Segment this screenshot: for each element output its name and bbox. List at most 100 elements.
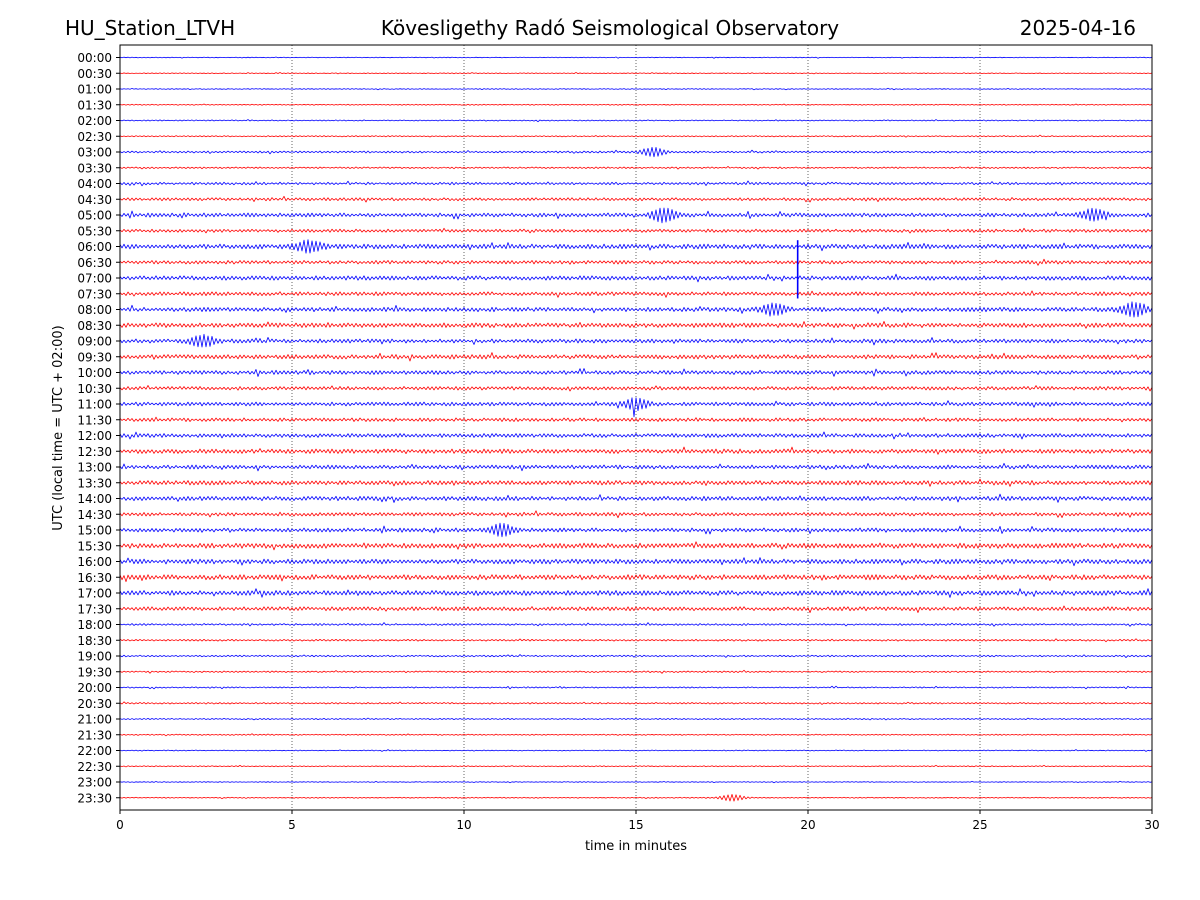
grid-lines	[291, 45, 981, 810]
y-tick-label: 22:00	[77, 744, 112, 758]
y-tick-label: 16:30	[77, 571, 112, 585]
y-tick-label: 22:30	[77, 760, 112, 774]
y-tick-label: 17:30	[77, 602, 112, 616]
trace-0530	[119, 227, 1153, 234]
chart-title: Kövesligethy Radó Seismological Observat…	[381, 16, 839, 40]
y-tick-label: 07:30	[77, 287, 112, 301]
trace-0300	[119, 146, 1153, 158]
y-tick-label: 03:00	[77, 146, 112, 160]
trace-2300	[119, 780, 1153, 784]
y-tick-label: 09:00	[77, 335, 112, 349]
trace-1400	[119, 493, 1153, 503]
trace-1330	[119, 478, 1153, 487]
y-tick-label: 10:30	[77, 382, 112, 396]
trace-0730	[119, 290, 1153, 298]
y-tick-label: 00:30	[77, 67, 112, 81]
trace-0500	[119, 207, 1153, 224]
trace-2030	[119, 701, 1153, 705]
y-tick-label: 14:00	[77, 492, 112, 506]
y-tick-label: 19:30	[77, 665, 112, 679]
trace-1130	[119, 416, 1153, 423]
trace-1300	[119, 462, 1153, 472]
y-tick-label: 18:30	[77, 634, 112, 648]
x-axis-label: time in minutes	[585, 839, 687, 854]
x-tick-label: 30	[1144, 818, 1159, 832]
x-tick-label: 5	[288, 818, 296, 832]
trace-1830	[119, 638, 1153, 643]
trace-1430	[119, 510, 1153, 519]
trace-0130	[119, 103, 1153, 106]
trace-0930	[119, 352, 1153, 362]
y-tick-label: 14:30	[77, 508, 112, 522]
y-tick-label: 04:30	[77, 193, 112, 207]
trace-0700	[119, 273, 1153, 283]
y-tick-label: 16:00	[77, 555, 112, 569]
y-tick-label: 15:30	[77, 539, 112, 553]
trace-2130	[119, 733, 1153, 737]
trace-0200	[119, 119, 1153, 123]
trace-1030	[119, 385, 1153, 392]
trace-0800	[119, 301, 1153, 318]
trace-0230	[119, 134, 1153, 138]
trace-1100	[119, 397, 1153, 418]
y-tick-label: 07:00	[77, 272, 112, 286]
y-tick-label: 23:30	[77, 791, 112, 805]
y-axis-label: UTC (local time = UTC + 02:00)	[51, 325, 66, 530]
y-tick-label: 13:30	[77, 476, 112, 490]
y-tick-label: 23:00	[77, 776, 112, 790]
x-tick-label: 20	[800, 818, 815, 832]
x-tick-label: 10	[456, 818, 471, 832]
y-tick-label: 09:30	[77, 350, 112, 364]
y-tick-label: 13:00	[77, 461, 112, 475]
date-label: 2025-04-16	[1020, 16, 1136, 40]
y-tick-label: 21:00	[77, 713, 112, 727]
y-tick-label: 06:30	[77, 256, 112, 270]
trace-1800	[119, 622, 1153, 627]
trace-1730	[119, 605, 1153, 613]
trace-0630	[119, 258, 1153, 266]
traces	[119, 56, 1153, 802]
trace-0000	[119, 56, 1153, 59]
y-tick-label: 21:30	[77, 728, 112, 742]
trace-1700	[119, 588, 1153, 598]
trace-2000	[119, 685, 1153, 690]
trace-2100	[119, 717, 1153, 721]
y-tick-label: 02:30	[77, 130, 112, 144]
y-tick-label: 01:30	[77, 98, 112, 112]
trace-1230	[119, 446, 1153, 455]
trace-0400	[119, 180, 1153, 187]
y-tick-label: 17:00	[77, 587, 112, 601]
y-tick-label: 10:00	[77, 366, 112, 380]
trace-0830	[119, 321, 1153, 330]
trace-2200	[119, 749, 1153, 752]
y-tick-label: 20:30	[77, 697, 112, 711]
y-tick-label: 05:00	[77, 209, 112, 223]
y-tick-label: 05:30	[77, 224, 112, 238]
y-tick-label: 18:00	[77, 618, 112, 632]
y-tick-label: 01:00	[77, 83, 112, 97]
trace-2330	[119, 793, 1153, 802]
trace-2230	[119, 764, 1153, 768]
trace-1500	[119, 522, 1153, 538]
trace-1000	[119, 368, 1153, 377]
trace-1630	[119, 574, 1153, 583]
trace-1900	[119, 654, 1153, 658]
plot-frame	[119, 44, 1153, 811]
y-tick-label: 08:00	[77, 303, 112, 317]
trace-0430	[119, 195, 1153, 203]
trace-0600	[119, 239, 1153, 254]
trace-0100	[119, 87, 1153, 91]
y-tick-label: 20:00	[77, 681, 112, 695]
station-label: HU_Station_LTVH	[65, 16, 235, 40]
y-tick-label: 08:30	[77, 319, 112, 333]
trace-1530	[119, 541, 1153, 551]
trace-1930	[119, 669, 1153, 674]
y-tick-label: 06:00	[77, 240, 112, 254]
y-tick-label: 03:30	[77, 161, 112, 175]
x-tick-label: 15	[628, 818, 643, 832]
trace-0900	[119, 333, 1153, 348]
x-tick-label: 25	[972, 818, 987, 832]
trace-1600	[119, 557, 1153, 567]
